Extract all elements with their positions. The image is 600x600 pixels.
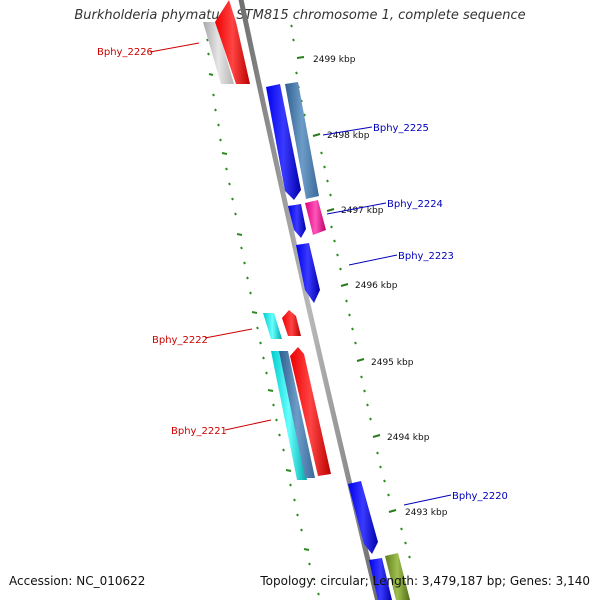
kbp-label: 2493 kbp bbox=[405, 508, 448, 518]
kbp-tick bbox=[326, 208, 335, 212]
kbp-label: 2495 kbp bbox=[371, 358, 414, 368]
gene-label-bphy-2226[interactable]: Bphy_2226 bbox=[97, 47, 153, 58]
gene-feature[interactable] bbox=[279, 351, 315, 478]
kbp-tick bbox=[312, 133, 321, 137]
kbp-label: 2499 kbp bbox=[313, 55, 356, 65]
kbp-label: 2497 kbp bbox=[341, 206, 384, 216]
map-title: Burkholderia phymatum STM815 chromosome … bbox=[74, 8, 526, 23]
kbp-tick bbox=[340, 283, 349, 287]
gene-feature[interactable] bbox=[203, 22, 234, 84]
inner-ruler bbox=[204, 24, 320, 596]
gene-label-bphy-2220[interactable]: Bphy_2220 bbox=[452, 491, 508, 502]
gene-feature-bphy-2222[interactable] bbox=[282, 310, 301, 336]
gene-feature[interactable] bbox=[266, 84, 301, 200]
kbp-tick bbox=[372, 434, 381, 438]
gene-feature[interactable] bbox=[369, 558, 392, 600]
gene-label-bphy-2222[interactable]: Bphy_2222 bbox=[152, 335, 208, 346]
accession-label: Accession: NC_010622 bbox=[9, 574, 146, 588]
gene-feature[interactable] bbox=[385, 553, 410, 600]
gene-label-bphy-2225[interactable]: Bphy_2225 bbox=[373, 123, 429, 134]
gene-feature-bphy-2224[interactable] bbox=[305, 200, 326, 235]
gene-label-bphy-2221[interactable]: Bphy_2221 bbox=[171, 426, 227, 437]
gene-label-bphy-2224[interactable]: Bphy_2224 bbox=[387, 199, 443, 210]
gene-feature[interactable] bbox=[271, 351, 307, 480]
gene-feature-bphy-2223[interactable] bbox=[296, 243, 320, 303]
gene-feature-bphy-2221[interactable] bbox=[290, 347, 331, 476]
gene-feature-bphy-2225[interactable] bbox=[285, 82, 319, 199]
kbp-tick bbox=[388, 509, 397, 513]
gene-feature-bphy-2226[interactable] bbox=[215, 0, 250, 84]
kbp-tick bbox=[356, 358, 365, 362]
gene-label-bphy-2223[interactable]: Bphy_2223 bbox=[398, 251, 454, 262]
outer-ruler: 2499 kbp 2498 kbp 2497 kbp 2496 kbp 2495… bbox=[290, 24, 448, 559]
forward-strand-features bbox=[266, 82, 410, 600]
kbp-label: 2498 kbp bbox=[327, 131, 370, 141]
kbp-tick bbox=[296, 56, 305, 59]
kbp-label: 2494 kbp bbox=[387, 433, 430, 443]
gene-feature-bphy-2220[interactable] bbox=[348, 481, 378, 554]
gene-labels: Bphy_2226 Bphy_2225 Bphy_2224 Bphy_2223 … bbox=[97, 42, 508, 506]
gene-feature[interactable] bbox=[288, 204, 306, 238]
gene-feature[interactable] bbox=[263, 313, 282, 339]
reverse-strand-features bbox=[203, 0, 331, 480]
topology-label: Topology: circular; Length: 3,479,187 bp… bbox=[260, 574, 590, 588]
kbp-label: 2496 kbp bbox=[355, 281, 398, 291]
